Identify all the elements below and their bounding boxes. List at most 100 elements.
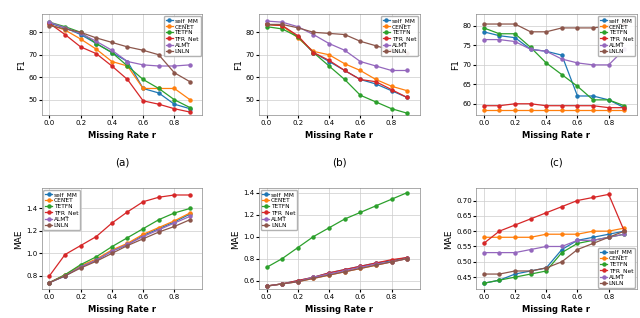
- CENET: [542, 232, 550, 236]
- self_MM: [124, 243, 131, 246]
- self_MM: [170, 220, 178, 224]
- Line: TFR_Net: TFR_Net: [265, 256, 409, 287]
- self_MM: [356, 264, 364, 268]
- LNLN: [92, 36, 100, 40]
- ALMT: [278, 20, 286, 24]
- TFR_Net: [542, 104, 550, 107]
- self_MM: [45, 281, 53, 285]
- LNLN: [325, 31, 333, 35]
- TFR_Net: [140, 99, 147, 103]
- CENET: [480, 108, 488, 112]
- LNLN: [573, 248, 581, 252]
- self_MM: [403, 256, 411, 259]
- TFR_Net: [92, 235, 100, 238]
- Legend: self_MM, CENET, TETFN, TFR_Net, ALMT, LNLN: self_MM, CENET, TETFN, TFR_Net, ALMT, LN…: [381, 16, 418, 56]
- Legend: self_MM, CENET, TETFN, TFR_Net, ALMT, LNLN: self_MM, CENET, TETFN, TFR_Net, ALMT, LN…: [260, 190, 297, 230]
- CENET: [573, 232, 581, 236]
- CENET: [77, 37, 84, 41]
- TFR_Net: [124, 78, 131, 81]
- self_MM: [372, 82, 380, 86]
- ALMT: [511, 40, 519, 44]
- ALMT: [341, 269, 349, 273]
- Line: self_MM: self_MM: [482, 30, 626, 109]
- TETFN: [61, 25, 69, 29]
- Line: LNLN: LNLN: [265, 257, 409, 287]
- ALMT: [372, 64, 380, 68]
- self_MM: [480, 281, 488, 285]
- LNLN: [170, 225, 178, 228]
- ALMT: [124, 243, 131, 246]
- Line: ALMT: ALMT: [482, 233, 626, 254]
- ALMT: [61, 26, 69, 30]
- LNLN: [124, 45, 131, 49]
- ALMT: [186, 63, 194, 67]
- ALMT: [558, 57, 566, 61]
- Line: TETFN: TETFN: [48, 207, 191, 284]
- self_MM: [480, 30, 488, 34]
- TFR_Net: [511, 223, 519, 227]
- TFR_Net: [325, 59, 333, 62]
- self_MM: [558, 53, 566, 57]
- self_MM: [495, 278, 503, 282]
- ALMT: [605, 63, 612, 67]
- LNLN: [186, 218, 194, 222]
- CENET: [124, 64, 131, 68]
- TFR_Net: [495, 104, 503, 107]
- TETFN: [388, 107, 396, 111]
- Line: self_MM: self_MM: [482, 230, 626, 285]
- TETFN: [140, 227, 147, 231]
- TFR_Net: [527, 102, 534, 106]
- LNLN: [341, 33, 349, 37]
- TETFN: [140, 78, 147, 81]
- Line: TFR_Net: TFR_Net: [48, 22, 191, 114]
- self_MM: [325, 59, 333, 63]
- TFR_Net: [589, 196, 597, 199]
- ALMT: [558, 245, 566, 248]
- TETFN: [77, 263, 84, 266]
- ALMT: [403, 69, 411, 73]
- ALMT: [155, 228, 163, 232]
- Line: TETFN: TETFN: [482, 233, 626, 285]
- Line: ALMT: ALMT: [482, 38, 626, 66]
- TFR_Net: [341, 69, 349, 73]
- CENET: [140, 232, 147, 236]
- TETFN: [403, 191, 411, 195]
- ALMT: [92, 258, 100, 262]
- TETFN: [372, 100, 380, 104]
- ALMT: [542, 49, 550, 53]
- LNLN: [527, 269, 534, 273]
- Line: CENET: CENET: [265, 23, 409, 92]
- self_MM: [558, 248, 566, 252]
- TFR_Net: [77, 244, 84, 247]
- LNLN: [589, 26, 597, 30]
- Line: self_MM: self_MM: [48, 212, 191, 284]
- CENET: [278, 282, 286, 286]
- ALMT: [388, 260, 396, 264]
- TFR_Net: [372, 261, 380, 265]
- ALMT: [108, 249, 116, 253]
- TFR_Net: [124, 210, 131, 214]
- TETFN: [124, 64, 131, 68]
- LNLN: [341, 270, 349, 274]
- TETFN: [341, 217, 349, 221]
- CENET: [542, 108, 550, 112]
- TFR_Net: [605, 106, 612, 110]
- TETFN: [263, 266, 271, 269]
- CENET: [341, 270, 349, 274]
- CENET: [356, 69, 364, 73]
- TETFN: [155, 86, 163, 90]
- TETFN: [403, 111, 411, 115]
- CENET: [589, 229, 597, 233]
- LNLN: [278, 282, 286, 286]
- TETFN: [558, 73, 566, 77]
- ALMT: [511, 251, 519, 254]
- LNLN: [620, 229, 628, 233]
- TFR_Net: [108, 221, 116, 225]
- TFR_Net: [140, 200, 147, 204]
- ALMT: [356, 266, 364, 269]
- X-axis label: Missing Rate r: Missing Rate r: [305, 305, 373, 314]
- TFR_Net: [263, 23, 271, 26]
- CENET: [140, 86, 147, 90]
- ALMT: [325, 42, 333, 45]
- TETFN: [589, 98, 597, 102]
